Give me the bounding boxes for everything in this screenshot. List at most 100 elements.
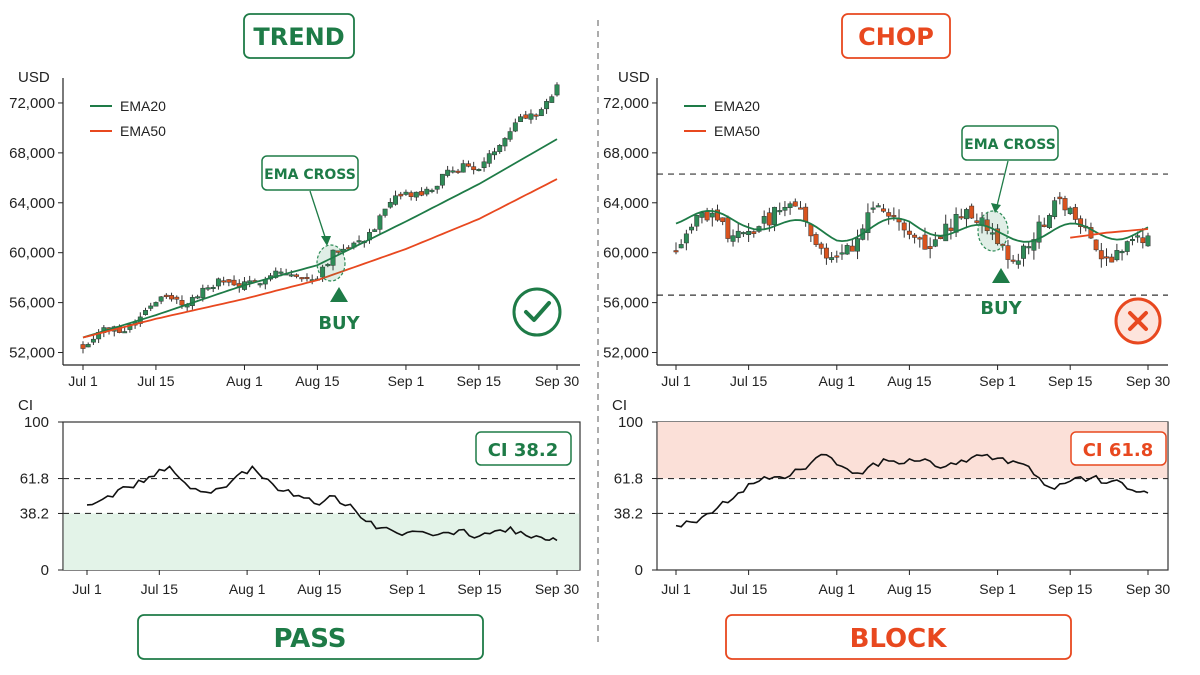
trend-ema20-line	[82, 138, 558, 339]
trend-ci-x-tick-label: Jul 15	[141, 581, 179, 597]
chop-candle-body	[1088, 227, 1094, 239]
trend-price-x-tick-label: Jul 1	[68, 373, 98, 389]
chop-candle-body	[740, 232, 746, 235]
trend-candle-body	[523, 114, 529, 119]
trend-ema-cross-arrowhead	[321, 236, 331, 246]
chop-ci-badge-box	[1070, 431, 1167, 466]
trend-ema-cross-label: EMA CROSS	[264, 167, 356, 183]
trend-candle-body	[554, 84, 560, 96]
chop-candle-body	[1021, 245, 1026, 259]
trend-candle-body	[455, 170, 461, 173]
chop-candle-body	[751, 231, 757, 234]
chop-price-y-tick-label: 68,000	[603, 145, 649, 162]
chop-candle-body	[1098, 250, 1104, 260]
chop-price-x-tick-label: Aug 1	[818, 373, 855, 389]
trend-candle-body	[294, 274, 300, 277]
chop-ci-badge: CI 61.8	[1083, 440, 1154, 461]
trend-candle-body	[163, 294, 169, 298]
chop-candle-body	[839, 252, 845, 255]
chop-ema20-line	[675, 209, 1149, 243]
chop-candle-body	[1031, 239, 1037, 251]
trend-panel: TREND USD 52,000 56,000 60,000 64,000 68,000…	[9, 13, 581, 660]
chop-candle-body	[1015, 260, 1021, 265]
chop-candle-body	[1026, 246, 1032, 249]
chop-candle-body	[943, 223, 949, 242]
trend-candle-body	[398, 193, 404, 197]
trend-candle-body	[492, 151, 497, 156]
chop-price-x-tick-label: Sep 30	[1126, 373, 1171, 389]
trend-candle-body	[304, 277, 310, 280]
chop-candle-body	[1119, 251, 1125, 254]
chop-candle-body	[932, 239, 938, 247]
chop-candle-body	[1135, 235, 1141, 238]
chop-candle-body	[1109, 256, 1115, 263]
chop-price-x-tick-label: Sep 15	[1048, 373, 1093, 389]
trend-candle-body	[403, 191, 409, 195]
trend-ci-line	[86, 465, 558, 542]
trend-ci-y-tick-label: 38.2	[20, 505, 49, 522]
trend-candle-body	[549, 96, 555, 103]
chop-candle-body	[881, 208, 886, 212]
trend-candle-body	[148, 305, 154, 309]
trend-candle-body	[393, 195, 398, 205]
chop-ci-x-tick-label: Sep 15	[1048, 581, 1093, 597]
trend-candle-body	[518, 116, 523, 122]
chop-candle-body	[1114, 250, 1120, 261]
trend-candle-body	[257, 283, 263, 286]
trend-candle-body	[278, 271, 284, 274]
trend-candle-body	[226, 279, 232, 283]
trend-buy-label: BUY	[318, 313, 360, 334]
trend-ci-y-tick-label: 100	[24, 414, 49, 431]
trend-ema-cross-box	[261, 155, 359, 191]
trend-candle-body	[544, 101, 550, 110]
trend-candle-body	[210, 286, 216, 289]
chop-candle-body	[938, 236, 943, 240]
chop-verdict: BLOCK	[850, 624, 948, 654]
x-circle-icon	[1114, 297, 1162, 345]
chop-ema-cross-label: EMA CROSS	[964, 137, 1056, 153]
trend-candle-body	[299, 277, 305, 280]
trend-candle-body	[215, 278, 221, 287]
trend-candle-body	[387, 202, 393, 208]
trend-ci-x-tick-label: Sep 30	[535, 581, 580, 597]
trend-candle-body	[335, 250, 341, 253]
chop-candle-body	[1078, 218, 1084, 227]
chop-candle-body	[818, 243, 824, 249]
chop-panel: CHOP USD 52,000 56,000 60,000 64,000 68,000 7…	[603, 13, 1171, 660]
check-circle-icon	[512, 287, 562, 337]
trend-candle-body	[450, 170, 456, 173]
trend-candle-body	[512, 122, 518, 132]
chop-candle-body	[886, 212, 892, 217]
trend-candle-body	[476, 169, 482, 172]
trend-candle-body	[481, 161, 487, 168]
chop-verdict-box	[725, 614, 1072, 660]
trend-candle-body	[434, 185, 440, 190]
trend-title-box	[243, 13, 355, 59]
trend-ema-cross-arrow	[309, 190, 328, 244]
chop-candle-body	[849, 245, 855, 252]
chop-candle-body	[673, 250, 679, 253]
chop-candle-body	[958, 216, 964, 219]
chop-price-x-tick-label: Jul 1	[661, 373, 691, 389]
chop-candle-body	[875, 205, 881, 208]
chop-legend-ema50: EMA50	[714, 123, 760, 139]
trend-legend-ema20: EMA20	[120, 98, 166, 114]
chop-candle-body	[974, 220, 980, 223]
trend-price-x-tick-label: Aug 15	[295, 373, 340, 389]
chop-candle-body	[1067, 207, 1073, 215]
chop-candle-body	[803, 206, 809, 222]
trend-price-y-tick-label: 56,000	[9, 295, 55, 312]
trend-cross-highlight	[316, 244, 346, 282]
trend-candle-body	[429, 189, 435, 192]
trend-candle-body	[419, 191, 425, 196]
chop-candle-body	[1057, 196, 1063, 200]
chop-ci-x-tick-label: Sep 1	[979, 581, 1016, 597]
chop-candle-body	[969, 205, 975, 219]
chop-candle-body	[787, 203, 793, 208]
trend-candle-body	[424, 188, 430, 195]
trend-candle-body	[85, 344, 91, 348]
trend-ci-x-tick-label: Sep 15	[457, 581, 502, 597]
trend-candle-body	[153, 302, 159, 307]
trend-candle-body	[413, 191, 419, 198]
chop-candle-body	[1005, 245, 1011, 260]
